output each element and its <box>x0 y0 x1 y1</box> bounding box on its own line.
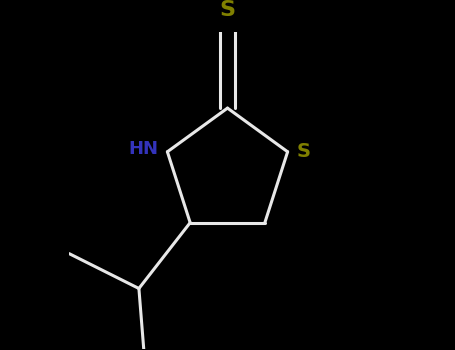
Text: S: S <box>297 142 311 161</box>
Text: S: S <box>219 0 236 20</box>
Text: HN: HN <box>128 140 158 158</box>
